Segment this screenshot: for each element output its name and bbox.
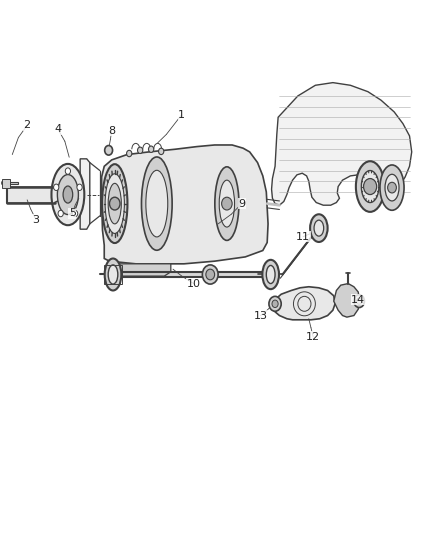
Ellipse shape [266, 265, 275, 284]
Circle shape [65, 168, 71, 174]
Text: 12: 12 [306, 332, 320, 342]
Circle shape [148, 146, 154, 152]
Ellipse shape [52, 164, 84, 225]
Circle shape [272, 300, 278, 308]
Circle shape [138, 147, 143, 154]
Polygon shape [272, 83, 412, 205]
Circle shape [388, 182, 396, 193]
Circle shape [202, 265, 218, 284]
Circle shape [127, 150, 132, 157]
Polygon shape [2, 182, 18, 184]
Ellipse shape [108, 183, 121, 224]
Text: 13: 13 [254, 311, 268, 320]
Text: 5: 5 [69, 208, 76, 218]
Polygon shape [7, 187, 59, 203]
Circle shape [72, 211, 78, 217]
Text: 2: 2 [24, 120, 31, 130]
Ellipse shape [57, 175, 78, 215]
Circle shape [354, 295, 364, 308]
Ellipse shape [141, 157, 172, 250]
Text: 11: 11 [296, 232, 310, 241]
Polygon shape [113, 264, 171, 276]
Polygon shape [334, 284, 359, 317]
Circle shape [222, 197, 232, 210]
Circle shape [105, 146, 113, 155]
Ellipse shape [105, 174, 124, 233]
Polygon shape [2, 179, 10, 188]
Ellipse shape [314, 220, 324, 236]
Text: 4: 4 [54, 124, 61, 134]
Ellipse shape [361, 171, 379, 203]
Ellipse shape [310, 214, 328, 242]
Text: 9: 9 [238, 199, 245, 208]
Text: 8: 8 [108, 126, 115, 135]
Circle shape [159, 148, 164, 155]
Ellipse shape [356, 161, 385, 212]
Circle shape [77, 184, 82, 190]
Circle shape [269, 296, 281, 311]
Polygon shape [273, 287, 335, 320]
Circle shape [357, 298, 362, 304]
Ellipse shape [102, 164, 127, 243]
Text: 1: 1 [178, 110, 185, 119]
Text: 3: 3 [32, 215, 39, 224]
Text: 14: 14 [351, 295, 365, 304]
Circle shape [110, 197, 120, 210]
Polygon shape [80, 159, 90, 229]
Polygon shape [113, 272, 271, 277]
Ellipse shape [219, 180, 235, 227]
Ellipse shape [380, 165, 404, 210]
Ellipse shape [385, 174, 399, 201]
Ellipse shape [215, 167, 239, 240]
Circle shape [364, 179, 377, 195]
Ellipse shape [146, 171, 168, 237]
Ellipse shape [105, 259, 121, 290]
Circle shape [58, 211, 64, 217]
Text: 10: 10 [187, 279, 201, 288]
Circle shape [206, 269, 215, 280]
Ellipse shape [108, 265, 118, 284]
Ellipse shape [262, 260, 279, 289]
Circle shape [53, 184, 59, 190]
Polygon shape [102, 145, 268, 264]
Ellipse shape [63, 186, 73, 203]
